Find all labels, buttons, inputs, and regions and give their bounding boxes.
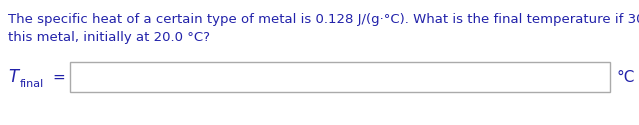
Text: °C: °C <box>617 70 635 84</box>
FancyBboxPatch shape <box>70 62 610 92</box>
Text: this metal, initially at 20.0 °C?: this metal, initially at 20.0 °C? <box>8 31 210 44</box>
Text: final: final <box>20 79 44 89</box>
Text: =: = <box>52 70 65 84</box>
Text: The specific heat of a certain type of metal is 0.128 J/(g·°C). What is the fina: The specific heat of a certain type of m… <box>8 13 639 26</box>
Text: $\it{T}$: $\it{T}$ <box>8 68 21 86</box>
